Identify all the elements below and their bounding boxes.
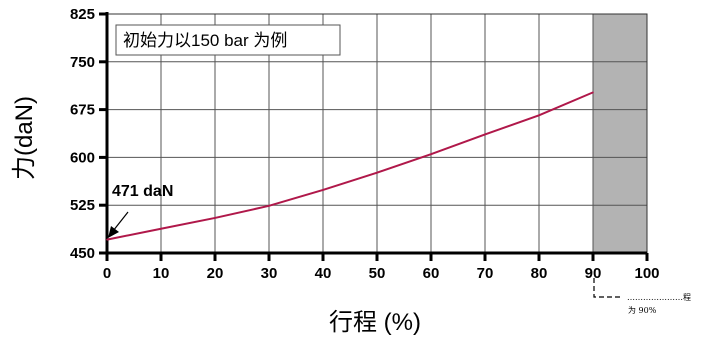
data-point	[484, 133, 486, 136]
start-value-arrow-line	[112, 211, 129, 232]
data-point	[214, 217, 216, 219]
x-tick-label: 60	[423, 265, 440, 282]
x-tick-label: 40	[315, 265, 332, 282]
x-tick-label: 50	[369, 265, 386, 282]
note-line-2: 为 90%	[628, 305, 657, 315]
data-point	[160, 227, 162, 230]
data-point	[430, 153, 432, 156]
annotation-box-text: 初始力以150 bar 为例	[123, 31, 287, 50]
data-point	[268, 205, 270, 207]
start-value-arrowhead	[108, 226, 119, 238]
start-value-label: 471 daN	[112, 183, 173, 200]
data-point	[322, 189, 324, 191]
start-value-annotation: 471 daN	[108, 183, 173, 238]
x-tick-label: 80	[531, 265, 548, 282]
x-tick-label: 90	[585, 265, 602, 282]
y-axis-label: 力(daN)	[11, 96, 38, 180]
x-tick-label: 0	[103, 265, 111, 282]
tick-labels: 450 525 600 675 750 825 0 10 20 30 40 50 60 70 80 90 100	[70, 6, 660, 282]
data-point	[106, 238, 108, 241]
y-tick-label: 750	[70, 54, 95, 71]
x-tick-label: 20	[207, 265, 224, 282]
x-tick-label: 100	[634, 265, 659, 282]
y-tick-label: 600	[70, 149, 95, 166]
y-tick-label: 675	[70, 102, 95, 119]
data-point	[376, 171, 378, 174]
annotation-box-frame	[115, 24, 341, 56]
data-point	[592, 91, 594, 94]
y-tick-label: 825	[70, 6, 95, 23]
y-tick-label: 450	[70, 245, 95, 262]
note-line-1: …………………程	[627, 293, 691, 302]
force-series-line	[106, 91, 594, 241]
data-point	[538, 114, 540, 117]
x-tick-label: 70	[477, 265, 494, 282]
shaded-region	[593, 14, 647, 253]
x-tick-label: 30	[261, 265, 278, 282]
plot-area	[99, 12, 649, 261]
initial-force-annotation-box: 初始力以150 bar 为例	[115, 24, 341, 56]
x-axis-label: 行程 (%)	[329, 309, 421, 336]
y-tick-label: 525	[70, 197, 95, 214]
note-leader-line	[593, 278, 622, 298]
x-tick-label: 10	[153, 265, 170, 282]
stroke-limit-note: …………………程 为 90%	[593, 278, 691, 315]
